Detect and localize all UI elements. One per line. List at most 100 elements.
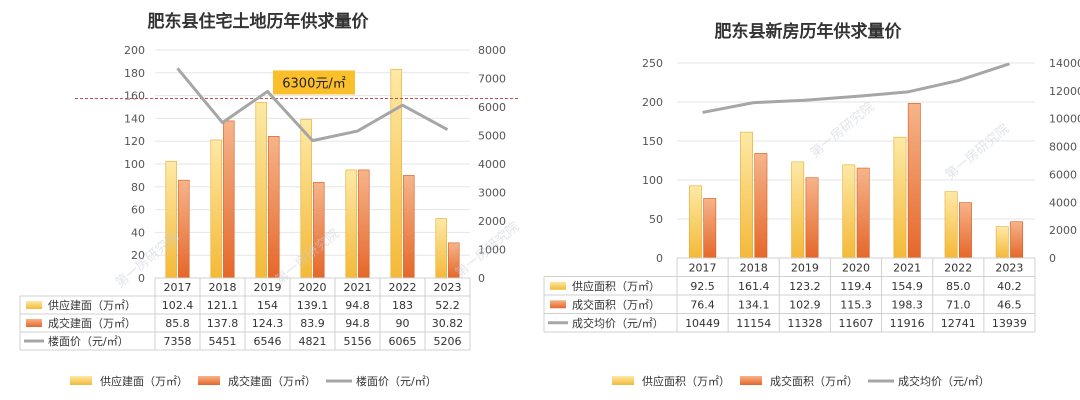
y-right-tick-label: 1000 <box>478 244 506 257</box>
table-cell: 76.4 <box>690 298 715 311</box>
y-left-tick-label: 140 <box>124 112 145 125</box>
y-right-tick-label: 6000 <box>478 101 506 114</box>
table-cell: 94.8 <box>345 299 370 312</box>
table-cell: 6546 <box>254 335 282 348</box>
supply-bar <box>995 226 1009 259</box>
table-cell: 115.3 <box>840 298 872 311</box>
chart-title: 肥东县住宅土地历年供求量价 <box>148 11 370 32</box>
y-right-tick-label: 4000 <box>1049 196 1077 209</box>
y-left-tick-label: 20 <box>131 249 145 262</box>
y-left-tick-label: 160 <box>124 90 145 103</box>
table-cell: 11607 <box>839 317 874 330</box>
watermark: 第一房研究院 <box>807 99 877 161</box>
legend-swatch <box>612 376 634 385</box>
supply-bar <box>255 102 267 279</box>
deal-bar <box>1010 221 1024 259</box>
supply-bar <box>944 191 958 259</box>
table-series-label: 成交均价（元/㎡） <box>572 316 664 330</box>
table-cell: 30.82 <box>432 317 464 330</box>
table-cell: 40.2 <box>997 280 1022 293</box>
supply-bar <box>791 161 805 259</box>
price-line <box>702 62 1010 114</box>
table-cell: 198.3 <box>891 298 923 311</box>
table-cell: 102.4 <box>162 299 194 312</box>
legend-label: 楼面价（元/㎡） <box>356 374 437 388</box>
table-cell: 134.1 <box>738 298 770 311</box>
y-left-tick-label: 100 <box>642 174 663 187</box>
table-cell: 90 <box>396 317 410 330</box>
legend-swatch <box>740 376 762 385</box>
table-cell: 121.1 <box>207 299 239 312</box>
deal-bar <box>907 103 921 259</box>
legend-swatch <box>198 376 220 385</box>
deal-bar <box>959 202 972 259</box>
supply-bar <box>390 69 402 279</box>
table-series-label: 成交面积（万㎡） <box>572 297 660 311</box>
y-right-tick-label: 5000 <box>478 130 506 143</box>
y-right-tick-label: 14000 <box>1049 57 1080 70</box>
table-cell: 10449 <box>685 317 720 330</box>
category-label: 2019 <box>791 261 819 274</box>
category-label: 2021 <box>893 261 921 274</box>
table-cell: 4821 <box>299 335 327 348</box>
category-label: 2021 <box>344 281 372 294</box>
y-right-tick-label: 2000 <box>1049 224 1077 237</box>
y-right-tick-label: 3000 <box>478 187 506 200</box>
table-cell: 123.2 <box>789 280 821 293</box>
table-series-label: 供应建面（万㎡） <box>48 298 136 312</box>
supply-bar <box>165 160 177 279</box>
y-right-tick-label: 10000 <box>1049 113 1080 126</box>
table-legend-swatch <box>550 281 566 290</box>
table-cell: 83.9 <box>300 317 325 330</box>
legend-label: 供应面积（万㎡） <box>642 374 730 388</box>
y-right-tick-label: 2000 <box>478 215 506 228</box>
table-cell: 6065 <box>389 335 417 348</box>
category-label: 2023 <box>995 261 1023 274</box>
y-left-tick-label: 200 <box>642 96 663 109</box>
table-cell: 12741 <box>941 317 976 330</box>
table-cell: 137.8 <box>207 317 239 330</box>
table-cell: 92.5 <box>690 280 715 293</box>
price-line <box>176 67 449 143</box>
supply-bar <box>893 136 907 259</box>
table-cell: 7358 <box>164 335 192 348</box>
table-cell: 11328 <box>787 317 822 330</box>
watermark: 第一房研究院 <box>452 219 522 281</box>
table-cell: 119.4 <box>840 280 872 293</box>
y-left-tick-label: 180 <box>124 67 145 80</box>
deal-bar <box>403 175 415 279</box>
y-right-tick-label: 7000 <box>478 73 506 86</box>
table-cell: 11154 <box>736 317 771 330</box>
table-legend-swatch <box>550 300 566 309</box>
legend-label: 成交建面（万㎡） <box>228 374 316 388</box>
y-left-tick-label: 60 <box>131 204 145 217</box>
table-cell: 154 <box>257 299 278 312</box>
y-right-tick-label: 8000 <box>1049 141 1077 154</box>
legend-label: 成交均价（元/㎡） <box>898 374 990 388</box>
supply-bar <box>740 131 753 259</box>
y-left-tick-label: 120 <box>124 135 145 148</box>
table-cell: 85.8 <box>165 317 190 330</box>
table-cell: 161.4 <box>738 280 770 293</box>
reference-callout-box <box>273 70 355 95</box>
table-legend-swatch <box>26 319 42 327</box>
chart-title: 肥东县新房历年供求量价 <box>715 21 903 42</box>
table-series-label: 楼面价（元/㎡） <box>48 334 129 348</box>
deal-bar <box>313 182 325 279</box>
category-label: 2023 <box>434 281 462 294</box>
deal-bar <box>268 135 280 279</box>
supply-bar <box>210 139 222 279</box>
y-left-tick-label: 150 <box>642 135 663 148</box>
table-cell: 71.0 <box>946 298 971 311</box>
table-cell: 13939 <box>992 317 1027 330</box>
new-house-chart: 肥东县新房历年供求量价 0 50 100 150 200 250 0 2000 4000 6000… <box>543 21 1080 388</box>
y-left-tick-label: 200 <box>124 44 145 57</box>
legend-label: 成交面积（万㎡） <box>770 374 858 388</box>
watermark: 第一房研究院 <box>942 121 1012 183</box>
table-cell: 46.5 <box>997 298 1022 311</box>
y-right-tick-label: 0 <box>1049 252 1056 265</box>
y-left-tick-label: 40 <box>131 226 145 239</box>
table-cell: 102.9 <box>789 298 821 311</box>
table-cell: 11916 <box>890 317 925 330</box>
